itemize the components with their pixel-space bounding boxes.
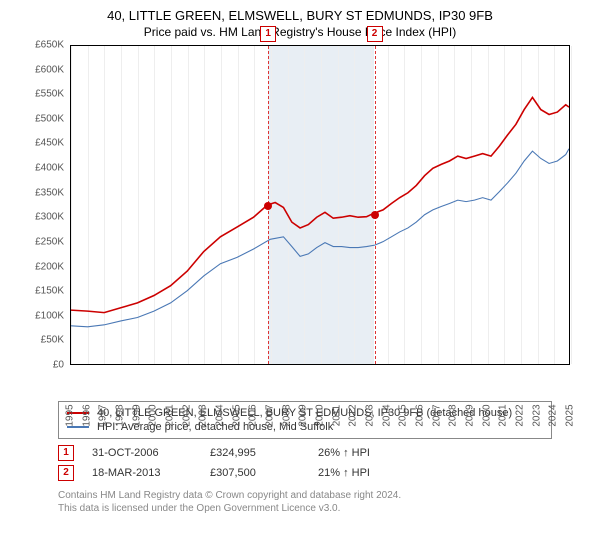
x-tick-label: 2018 xyxy=(448,404,459,426)
x-tick-label: 2020 xyxy=(481,404,492,426)
series-blue xyxy=(71,149,569,327)
y-tick-label: £450K xyxy=(24,138,64,149)
y-tick-label: £600K xyxy=(24,64,64,75)
x-tick-label: 2025 xyxy=(565,404,576,426)
x-tick-label: 2008 xyxy=(281,404,292,426)
x-tick-label: 2011 xyxy=(331,405,342,427)
y-tick-label: £650K xyxy=(24,40,64,51)
x-tick-label: 2022 xyxy=(515,404,526,426)
sale-marker-box: 1 xyxy=(260,26,276,42)
sale-hpi: 21% ↑ HPI xyxy=(318,467,370,479)
x-tick-label: 2013 xyxy=(365,404,376,426)
y-tick-label: £0 xyxy=(24,360,64,371)
sale-row: 2 18-MAR-2013£307,50021% ↑ HPI xyxy=(58,463,580,483)
y-tick-label: £150K xyxy=(24,286,64,297)
x-tick-label: 2009 xyxy=(298,404,309,426)
x-tick-label: 2023 xyxy=(531,404,542,426)
y-tick-label: £350K xyxy=(24,187,64,198)
sale-index: 2 xyxy=(58,465,74,481)
x-tick-label: 2012 xyxy=(348,404,359,426)
x-tick-label: 1996 xyxy=(81,404,92,426)
x-tick-label: 2015 xyxy=(398,404,409,426)
y-tick-label: £300K xyxy=(24,212,64,223)
x-tick-label: 1997 xyxy=(98,404,109,426)
x-tick-label: 2002 xyxy=(181,404,192,426)
sale-price: £307,500 xyxy=(210,467,318,479)
sale-date: 31-OCT-2006 xyxy=(92,447,210,459)
sale-marker-box: 2 xyxy=(367,26,383,42)
y-tick-label: £250K xyxy=(24,236,64,247)
chart-subtitle: Price paid vs. HM Land Registry's House … xyxy=(10,25,590,39)
y-tick-label: £100K xyxy=(24,310,64,321)
x-tick-label: 2016 xyxy=(415,404,426,426)
x-tick-label: 2024 xyxy=(548,404,559,426)
y-tick-label: £200K xyxy=(24,261,64,272)
x-tick-label: 2007 xyxy=(265,404,276,426)
x-tick-label: 2019 xyxy=(465,404,476,426)
footer-line-1: Contains HM Land Registry data © Crown c… xyxy=(58,489,580,502)
x-tick-label: 2003 xyxy=(198,404,209,426)
chart: £0£50K£100K£150K£200K£250K£300K£350K£400… xyxy=(30,45,590,395)
sale-index: 1 xyxy=(58,445,74,461)
sale-marker-line xyxy=(375,46,376,364)
sale-price: £324,995 xyxy=(210,447,318,459)
sale-row: 1 31-OCT-2006£324,99526% ↑ HPI xyxy=(58,443,580,463)
sale-hpi: 26% ↑ HPI xyxy=(318,447,370,459)
footer: Contains HM Land Registry data © Crown c… xyxy=(58,489,580,515)
sale-marker-dot xyxy=(371,211,379,219)
y-tick-label: £400K xyxy=(24,163,64,174)
sale-date: 18-MAR-2013 xyxy=(92,467,210,479)
y-tick-label: £550K xyxy=(24,89,64,100)
gridline xyxy=(571,46,572,364)
x-tick-label: 2001 xyxy=(165,404,176,426)
footer-line-2: This data is licensed under the Open Gov… xyxy=(58,502,580,515)
y-tick-label: £500K xyxy=(24,113,64,124)
x-tick-label: 2006 xyxy=(248,404,259,426)
x-tick-label: 2004 xyxy=(215,404,226,426)
x-tick-label: 2005 xyxy=(231,404,242,426)
sales-table: 1 31-OCT-2006£324,99526% ↑ HPI 2 18-MAR-201… xyxy=(58,443,580,483)
x-tick-label: 2014 xyxy=(381,404,392,426)
x-tick-label: 1998 xyxy=(115,404,126,426)
x-tick-label: 2017 xyxy=(431,404,442,426)
x-tick-label: 2000 xyxy=(148,404,159,426)
x-tick-label: 1999 xyxy=(131,404,142,426)
sale-marker-dot xyxy=(264,202,272,210)
chart-title: 40, LITTLE GREEN, ELMSWELL, BURY ST EDMU… xyxy=(10,8,590,23)
y-tick-label: £50K xyxy=(24,335,64,346)
x-tick-label: 1995 xyxy=(65,404,76,426)
x-tick-label: 2021 xyxy=(498,404,509,426)
series-red xyxy=(71,97,569,312)
x-tick-label: 2010 xyxy=(315,404,326,426)
plot-area: 12 xyxy=(70,45,570,365)
